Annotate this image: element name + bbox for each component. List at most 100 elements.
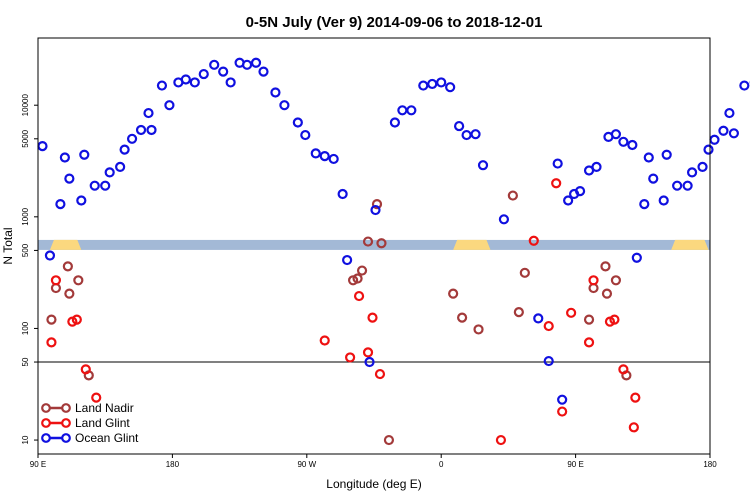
data-point [46,314,57,325]
legend-item: Ocean Glint [41,431,139,445]
data-point [241,59,253,70]
plot-frame [37,37,711,455]
data-point [543,320,554,332]
series-ocean-glint [37,57,750,405]
data-point [225,77,236,88]
data-points [37,57,750,446]
data-point [356,265,368,276]
data-point [44,250,56,261]
data-point [643,152,654,163]
data-point [557,394,568,405]
data-point [661,149,672,160]
data-point [473,324,484,335]
x-tick-label: 90 E [567,460,583,469]
legend-marker [41,433,51,443]
data-point [319,335,330,346]
chart-title: 0-5N July (Ver 9) 2014-09-06 to 2018-12-… [246,14,543,31]
y-tick-label: 50 [21,357,30,366]
land-span-0 [49,239,82,250]
data-point [362,347,374,358]
legend-label: Land Glint [75,416,130,430]
data-point [427,78,438,90]
land-span-1 [453,239,491,250]
data-point [436,77,447,88]
x-axis: 90 E 180 90 W 0 90 E 180 [30,454,717,469]
data-point [739,80,750,91]
data-point [55,199,66,210]
y-tick-label: 1000 [21,207,30,225]
data-point [454,120,465,132]
data-point [457,312,468,323]
y-tick-label: 100 [21,321,30,335]
data-point [376,238,387,249]
data-point [300,129,311,141]
data-point [703,144,714,155]
data-point [91,392,102,403]
data-point [551,178,562,189]
data-point [218,66,229,77]
data-point [76,195,87,206]
data-point [630,392,641,403]
data-point [319,150,330,162]
data-point [353,290,365,302]
data-point [519,267,530,278]
data-point [418,80,429,91]
data-point [718,125,729,136]
data-point [588,275,599,286]
data-point [362,236,374,247]
data-point [374,368,386,380]
data-point [258,66,269,77]
data-point [628,422,639,433]
legend-marker [41,418,51,428]
data-point [563,195,574,206]
data-point [126,133,138,144]
legend-item: Land Nadir [41,401,134,415]
x-tick-label: 90 E [30,460,46,469]
legend-marker [41,403,51,413]
data-point [370,204,381,216]
data-point [600,261,611,272]
data-point [64,173,75,184]
data-point [383,434,395,446]
data-point [686,167,698,178]
data-point [156,80,168,91]
data-point [367,312,378,323]
data-point [507,190,518,201]
data-point [50,275,62,286]
legend-item: Land Glint [41,416,130,430]
data-point [100,180,111,191]
y-tick-label: 10000 [21,94,30,117]
data-point [557,406,568,417]
data-point [119,144,130,155]
data-point [71,314,82,325]
data-point [610,275,622,286]
data-point [62,261,73,272]
data-point [143,107,154,119]
legend-marker [61,418,71,428]
data-point [513,307,524,318]
x-tick-label: 0 [439,460,444,469]
data-point [80,364,91,375]
data-point [164,100,175,111]
data-point [342,254,353,266]
data-point [389,117,401,128]
legend-marker [61,433,71,443]
data-point [73,275,84,286]
data-point [618,364,629,375]
x-tick-label: 90 W [297,460,316,469]
data-point [310,148,321,159]
x-axis-title: Longitude (deg E) [326,477,421,491]
land-span-2 [671,239,709,250]
data-point [672,180,683,191]
data-point [79,149,90,160]
data-point [610,129,622,140]
data-point [609,314,620,325]
x-tick-label: 180 [166,460,180,469]
data-point [146,124,157,136]
data-point [543,355,554,367]
data-point [135,124,147,136]
data-point [250,57,262,68]
